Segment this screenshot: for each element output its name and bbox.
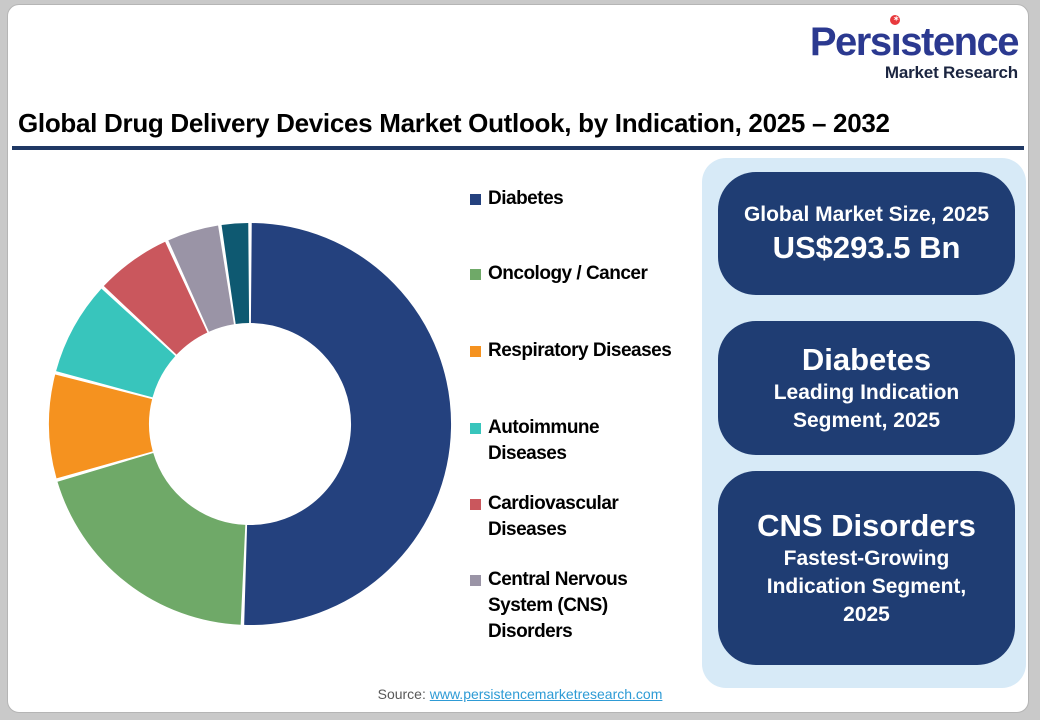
legend-label: Cardiovascular Diseases	[488, 493, 619, 540]
leading-segment-card: Diabetes Leading Indication Segment, 202…	[718, 321, 1015, 455]
legend-marker	[470, 346, 481, 357]
legend-item: Central Nervous System (CNS) Disorders	[470, 567, 628, 645]
legend-marker	[470, 269, 481, 280]
logo-subtitle: Market Research	[884, 63, 1018, 82]
fastest-growing-card: CNS Disorders Fastest-Growing Indication…	[718, 471, 1015, 665]
logo-brand-i: ı ✶	[890, 15, 902, 64]
market-size-card: Global Market Size, 2025 US$293.5 Bn	[718, 172, 1015, 295]
title-underline	[12, 146, 1024, 150]
legend-label: Autoimmune Diseases	[488, 417, 600, 464]
donut-slice	[221, 223, 250, 325]
legend-item: Cardiovascular Diseases	[470, 491, 619, 543]
legend-label: Oncology / Cancer	[488, 263, 648, 284]
page-title: Global Drug Delivery Devices Market Outl…	[18, 108, 890, 138]
logo-brand-pre: Pers	[809, 20, 892, 64]
legend-item: Autoimmune Diseases	[470, 415, 600, 467]
fastest-growing-caption: Fastest-Growing Indication Segment, 2025	[766, 547, 967, 626]
logo-brand-post: stence	[900, 20, 1019, 64]
source-line: Source: www.persistencemarketresearch.co…	[0, 686, 1040, 702]
donut-slice	[49, 374, 154, 479]
logo-brand: Persı ✶ stence	[809, 15, 1019, 64]
chart-legend: Diabetes Oncology / Cancer Respiratory Dis…	[470, 0, 700, 720]
legend-item: Respiratory Diseases	[470, 338, 672, 364]
donut-slice	[56, 288, 177, 399]
legend-label: Respiratory Diseases	[488, 340, 672, 361]
source-prefix: Source:	[377, 686, 430, 702]
fastest-growing-name: CNS Disorders	[757, 508, 976, 543]
legend-label: Central Nervous System (CNS) Disorders	[488, 569, 628, 642]
legend-marker	[470, 423, 481, 434]
leading-segment-caption: Leading Indication Segment, 2025	[773, 381, 960, 432]
donut-slice	[168, 225, 236, 333]
legend-label: Diabetes	[488, 188, 564, 209]
market-size-label: Global Market Size, 2025	[743, 202, 990, 226]
donut-chart	[49, 223, 452, 625]
donut-slice	[244, 223, 452, 625]
legend-marker	[470, 575, 481, 586]
leading-segment-name: Diabetes	[801, 342, 932, 377]
market-size-value: US$293.5 Bn	[772, 229, 961, 265]
legend-item: Oncology / Cancer	[470, 261, 648, 287]
legend-marker	[470, 194, 481, 205]
source-link[interactable]: www.persistencemarketresearch.com	[429, 686, 663, 702]
legend-item: Diabetes	[470, 186, 564, 212]
logo: Persı ✶ stence Market Research	[809, 15, 1019, 82]
donut-slice	[57, 451, 247, 625]
legend-marker	[470, 499, 481, 510]
donut-slice	[103, 241, 209, 356]
logo-star-icon: ✶	[890, 15, 901, 25]
